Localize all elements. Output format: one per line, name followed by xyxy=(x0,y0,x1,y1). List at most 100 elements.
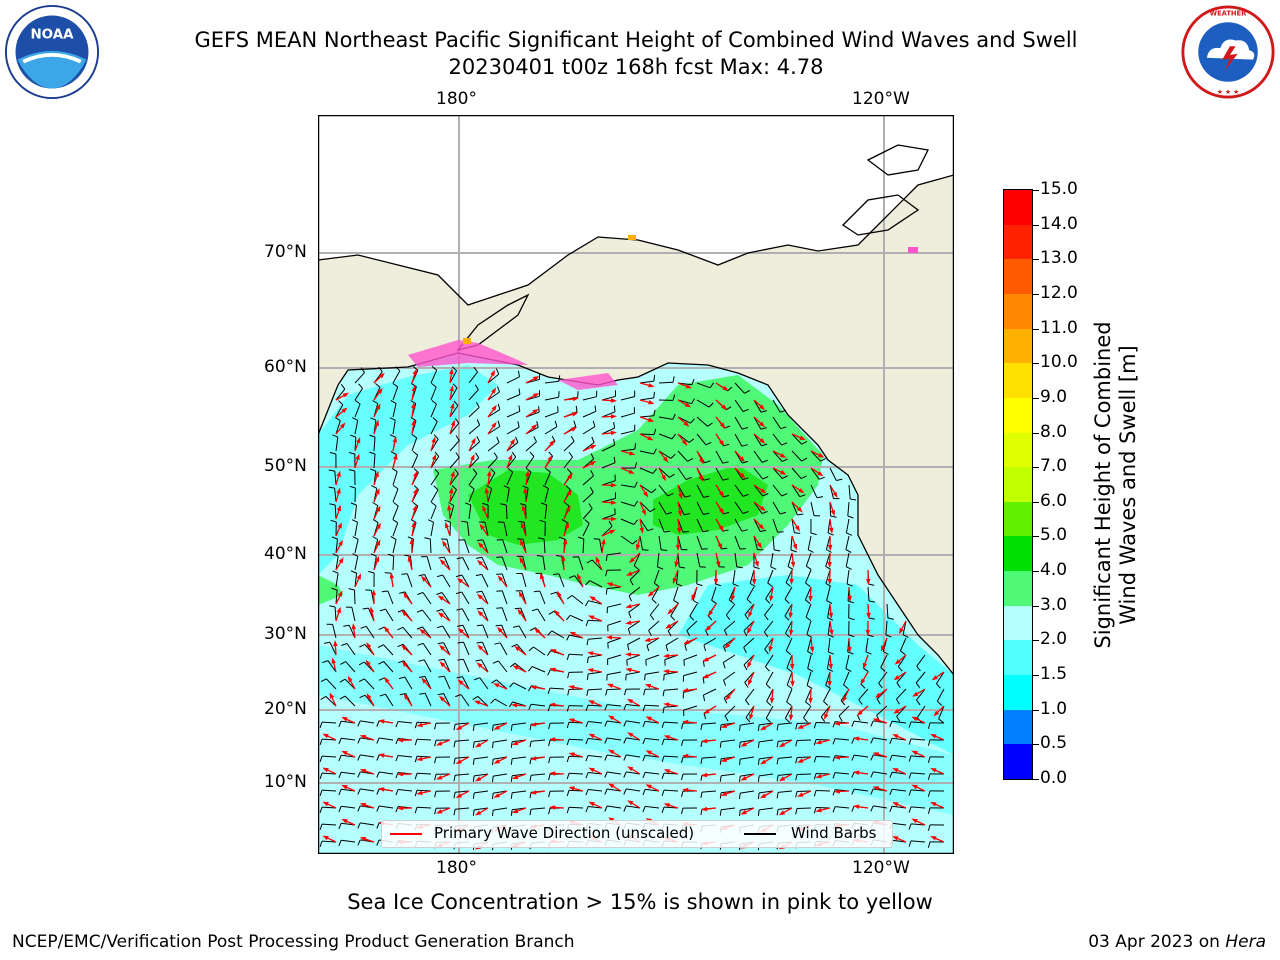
wave-direction-arrowhead xyxy=(718,525,724,532)
wind-barb-flag xyxy=(742,408,749,412)
wind-barb-flag xyxy=(585,806,589,813)
wind-barb xyxy=(506,456,517,469)
wind-barb-flag xyxy=(398,660,404,664)
wind-barb xyxy=(360,788,375,792)
wind-barb xyxy=(512,722,527,726)
wave-direction-arrowhead xyxy=(911,818,918,824)
wind-barb xyxy=(845,518,850,533)
wave-direction-arrowhead xyxy=(371,589,376,596)
wind-barb xyxy=(601,497,616,503)
wind-barb xyxy=(474,722,489,726)
wind-barb-flag xyxy=(766,701,772,706)
wave-direction-arrowhead xyxy=(778,742,786,748)
wind-barb-flag xyxy=(681,790,684,798)
wind-barb-flag xyxy=(338,840,342,847)
wind-barb xyxy=(385,608,394,622)
wind-barb-flag xyxy=(719,792,722,799)
wind-barb-flag xyxy=(741,529,748,532)
wave-direction-arrowhead xyxy=(627,800,634,806)
wind-barb-flag xyxy=(642,549,649,551)
wave-direction-arrowhead xyxy=(530,756,537,761)
wave-direction-arrowhead xyxy=(759,438,766,444)
wind-barb-flag xyxy=(784,615,790,621)
wind-barb xyxy=(701,722,717,725)
wind-barb xyxy=(430,386,437,401)
wind-barb-flag xyxy=(545,468,551,473)
wave-direction-arrowhead xyxy=(359,837,367,842)
wind-barb-flag xyxy=(320,678,327,683)
wave-direction-arrowhead xyxy=(519,556,525,563)
wind-barb-flag xyxy=(813,739,817,746)
wave-direction-arrowhead xyxy=(818,453,825,458)
wind-barb xyxy=(588,789,603,792)
wave-direction-arrowhead xyxy=(378,787,385,792)
wind-barb-flag xyxy=(339,695,346,700)
wave-direction-arrowhead xyxy=(569,631,576,637)
wind-barb xyxy=(607,654,622,660)
wave-direction-arrowhead xyxy=(610,398,617,403)
wind-barb-flag xyxy=(357,822,361,829)
wind-barb xyxy=(392,488,399,503)
wind-barb xyxy=(477,696,489,707)
wave-direction-arrowhead xyxy=(375,505,381,512)
wave-direction-arrowhead xyxy=(681,439,688,446)
wave-direction-arrowhead xyxy=(610,430,617,436)
colorbar-segment xyxy=(1004,397,1032,434)
wave-direction-arrowhead xyxy=(641,509,646,516)
wave-direction-arrowhead xyxy=(562,538,568,545)
wind-barb-flag xyxy=(568,575,575,579)
wind-barb-flag xyxy=(703,478,710,481)
wave-direction-arrowhead xyxy=(525,470,530,477)
wave-direction-arrowhead xyxy=(514,645,521,652)
wind-barb-flag xyxy=(475,452,480,459)
wind-barb xyxy=(626,720,641,724)
wind-barb-flag xyxy=(868,600,875,603)
colorbar-segment xyxy=(1004,501,1032,537)
wind-barb-flag xyxy=(338,823,342,830)
wind-barb-flag xyxy=(816,496,823,499)
wind-barb-flag xyxy=(351,519,358,523)
wave-direction-arrowhead xyxy=(477,593,483,600)
wave-direction-arrowhead xyxy=(595,556,601,563)
wave-direction-arrowhead xyxy=(476,662,483,668)
wave-direction-arrowhead xyxy=(717,543,723,550)
wind-barb-flag xyxy=(795,808,798,815)
wind-barb-flag xyxy=(757,724,760,731)
wave-direction-arrowhead xyxy=(720,723,728,728)
wave-direction-arrowhead xyxy=(356,436,361,444)
wind-barb-flag xyxy=(475,401,480,408)
wind-barb xyxy=(791,450,803,462)
wind-barb-flag xyxy=(700,724,703,730)
wind-barb xyxy=(601,411,616,418)
wave-direction-arrowhead xyxy=(374,555,380,563)
wind-barb-flag xyxy=(700,809,703,815)
wind-barb-flag xyxy=(453,758,456,765)
wind-barb-flag xyxy=(357,754,361,761)
wind-barb xyxy=(501,556,508,571)
wind-barb-flag xyxy=(319,755,323,762)
wind-barb-flag xyxy=(465,502,471,506)
wind-barb-flag xyxy=(550,591,557,595)
wind-barb-flag xyxy=(538,406,540,413)
wind-barb-flag xyxy=(741,427,749,430)
wave-direction-arrowhead xyxy=(608,783,615,789)
wind-barb-flag xyxy=(908,789,912,796)
colorbar-tick-label: 0.5 xyxy=(1040,733,1068,754)
wind-barb-flag xyxy=(725,406,732,411)
wind-barb-flag xyxy=(547,705,551,712)
wind-barb-flag xyxy=(801,457,808,462)
wind-barb-flag xyxy=(760,410,767,413)
wave-direction-arrowhead xyxy=(724,642,731,649)
wave-direction-arrowhead xyxy=(375,488,380,495)
wave-direction-arrowhead xyxy=(911,784,918,790)
wind-barb-flag xyxy=(897,666,903,672)
wind-barb xyxy=(910,755,926,758)
wind-barb-flag xyxy=(765,717,771,723)
arctic-ocean xyxy=(318,115,954,305)
wind-barb xyxy=(703,637,717,646)
colorbar-tick-mark xyxy=(1033,779,1039,780)
wave-direction-arrowhead xyxy=(508,453,513,461)
wave-direction-arrowhead xyxy=(703,709,710,715)
wind-barb-flag xyxy=(338,772,342,779)
wave-direction-arrowhead xyxy=(322,835,329,841)
